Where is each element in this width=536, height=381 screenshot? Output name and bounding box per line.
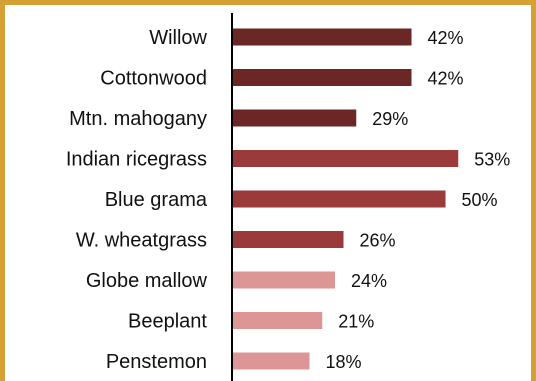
category-label: Blue grama (105, 189, 208, 211)
value-label: 42% (428, 28, 464, 48)
category-label: Globe mallow (86, 270, 208, 292)
bar (233, 190, 446, 208)
bar (233, 28, 412, 46)
value-label: 29% (372, 109, 408, 129)
category-label: Penstemon (106, 351, 207, 373)
value-label: 53% (474, 150, 510, 170)
bars-group (233, 28, 459, 370)
value-label: 18% (326, 352, 362, 372)
category-label: Indian ricegrass (66, 149, 207, 171)
bar (233, 69, 412, 86)
category-label: Cottonwood (100, 68, 207, 90)
bar (233, 109, 357, 127)
value-label: 21% (338, 312, 374, 332)
category-label: Beeplant (128, 311, 207, 333)
value-label: 24% (351, 271, 387, 291)
value-label: 42% (428, 69, 464, 89)
bar (233, 150, 459, 167)
value-label: 50% (462, 190, 498, 210)
category-label: Willow (149, 27, 207, 49)
bar (233, 231, 344, 248)
bar (233, 352, 310, 370)
bar (233, 271, 335, 289)
bar (233, 312, 323, 329)
value-label: 26% (360, 231, 396, 251)
category-label: W. wheatgrass (76, 230, 207, 252)
category-labels: Willow Cottonwood Mtn. mahogany Indian rice… (66, 27, 208, 373)
value-labels: 42% 42% 29% 53% 50% 26% 24% 21% 18% (326, 28, 511, 372)
category-label: Mtn. mahogany (69, 108, 207, 130)
